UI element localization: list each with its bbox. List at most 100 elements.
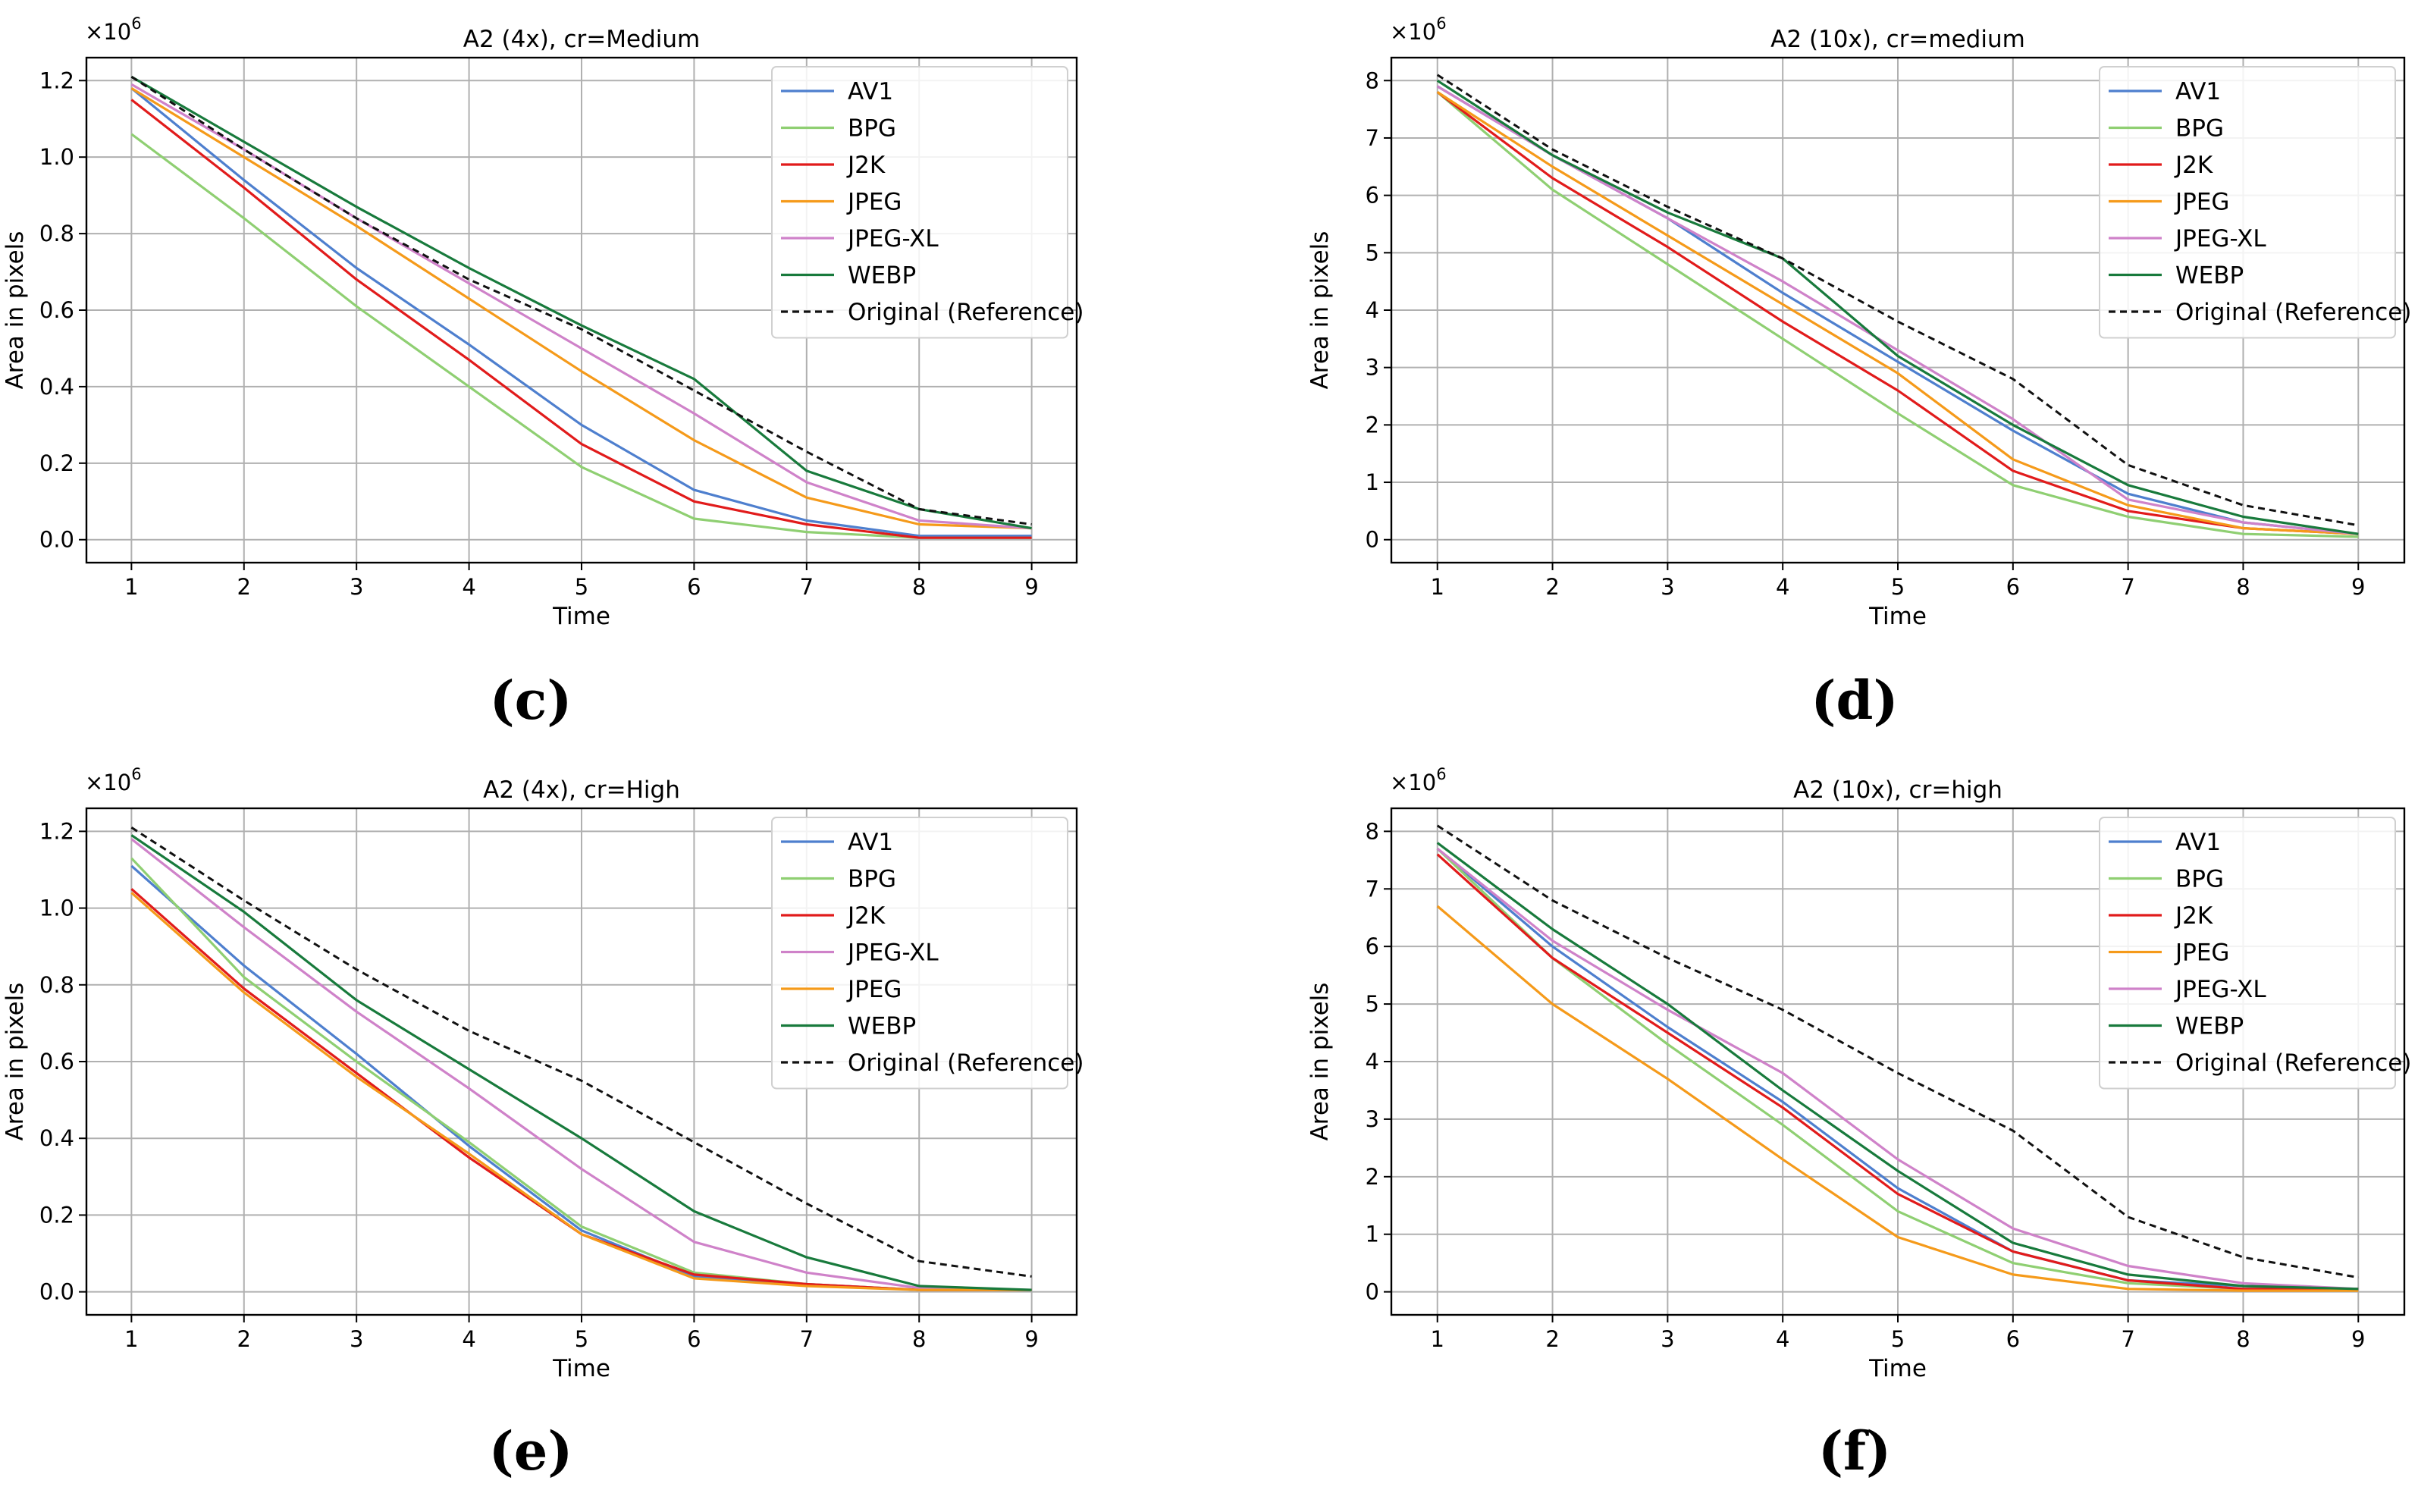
x-tick-label: 5 bbox=[1891, 574, 1905, 600]
x-tick-label: 6 bbox=[687, 1326, 701, 1352]
x-axis-label: Time bbox=[552, 1355, 610, 1382]
y-axis-label: Area in pixels bbox=[2, 983, 29, 1141]
series-line-j2k bbox=[1436, 91, 2359, 535]
legend-entry-label: WEBP bbox=[2175, 1013, 2244, 1040]
legend-entry-label: J2K bbox=[2174, 902, 2213, 930]
y-tick-label: 7 bbox=[1366, 876, 1379, 902]
x-tick-label: 6 bbox=[2006, 1326, 2020, 1352]
series-lines bbox=[130, 827, 1032, 1291]
x-axis-label: Time bbox=[552, 603, 610, 630]
y-multiplier-exponent: 6 bbox=[1436, 14, 1446, 33]
x-tick-label: 1 bbox=[1431, 1326, 1444, 1352]
x-tick-label: 7 bbox=[2121, 574, 2134, 600]
legend-entry-label: WEBP bbox=[848, 1013, 916, 1040]
x-axis: 1 2 3 4 5 6 7 8 9 Time bbox=[124, 1315, 1039, 1382]
x-axis-label: Time bbox=[1868, 603, 1927, 630]
y-tick-label: 6 bbox=[1366, 933, 1379, 959]
x-tick-label: 6 bbox=[2006, 574, 2020, 600]
series-line-original-reference bbox=[1436, 74, 2359, 527]
y-tick-label: 0.0 bbox=[39, 527, 74, 553]
chart-title: A2 (10x), cr=high bbox=[1793, 776, 2002, 804]
series-line-bpg bbox=[1436, 91, 2359, 538]
x-tick-label: 8 bbox=[2236, 1326, 2250, 1352]
y-tick-label: 1.0 bbox=[39, 144, 74, 170]
series-lines bbox=[1436, 824, 2359, 1292]
legend: AV1 BPG J2K JPEG-XL JPEG WEBP Original (Refere… bbox=[771, 817, 1084, 1090]
legend-entry-label: JPEG bbox=[2174, 189, 2229, 216]
legend-entry-label: BPG bbox=[848, 115, 896, 143]
y-axis: 0 1 2 3 4 5 6 7 8 Area in pixels bbox=[1306, 818, 1391, 1305]
y-tick-label: 2 bbox=[1366, 412, 1379, 438]
y-tick-label: 4 bbox=[1366, 297, 1379, 323]
chart-panel-c: 1 2 3 4 5 6 7 8 9 Time 0.0 0.2 0.4 0.6 0.8 1.0 1.2 Area i… bbox=[2, 14, 1084, 732]
y-multiplier-exponent: 6 bbox=[131, 765, 141, 783]
legend-entry-label: Original (Reference) bbox=[2175, 299, 2411, 326]
y-tick-label: 1.2 bbox=[39, 818, 74, 844]
x-tick-label: 7 bbox=[800, 574, 814, 600]
series-lines bbox=[130, 75, 1032, 539]
series-line-jpeg-xl bbox=[130, 83, 1032, 530]
y-tick-label: 0 bbox=[1366, 1279, 1379, 1305]
legend-entry-label: JPEG-XL bbox=[846, 225, 939, 253]
x-tick-label: 9 bbox=[1024, 574, 1038, 600]
legend-entry-label: J2K bbox=[846, 152, 886, 179]
y-tick-label: 4 bbox=[1366, 1049, 1379, 1074]
y-tick-label: 1.0 bbox=[39, 896, 74, 921]
chart-title: A2 (10x), cr=medium bbox=[1770, 26, 2025, 53]
legend-entry-label: JPEG-XL bbox=[846, 940, 939, 967]
y-multiplier-exponent: 6 bbox=[131, 14, 141, 33]
y-multiplier-base: ×10 bbox=[85, 770, 131, 795]
x-tick-label: 8 bbox=[2236, 574, 2250, 600]
legend-box bbox=[2099, 66, 2396, 339]
legend-box bbox=[771, 817, 1068, 1090]
legend: AV1 BPG J2K JPEG JPEG-XL WEBP Original (Refere… bbox=[2099, 817, 2411, 1090]
legend-box bbox=[2099, 817, 2396, 1090]
series-lines bbox=[1436, 74, 2359, 538]
x-tick-label: 5 bbox=[575, 574, 588, 600]
legend-entry-label: BPG bbox=[2175, 866, 2224, 893]
y-axis: 0 1 2 3 4 5 6 7 8 Area in pixels bbox=[1306, 67, 1391, 553]
y-tick-label: 3 bbox=[1366, 355, 1379, 381]
x-tick-label: 7 bbox=[2121, 1326, 2134, 1352]
series-line-webp bbox=[1436, 842, 2359, 1291]
series-line-original-reference bbox=[130, 827, 1032, 1278]
series-line-jpeg bbox=[130, 892, 1032, 1291]
panel-caption: (e) bbox=[489, 1419, 573, 1482]
legend-entry-label: WEBP bbox=[2175, 262, 2244, 290]
x-tick-label: 1 bbox=[1431, 574, 1444, 600]
legend-entry-label: WEBP bbox=[848, 262, 916, 290]
series-line-av1 bbox=[1436, 847, 2359, 1291]
x-tick-label: 2 bbox=[237, 1326, 251, 1352]
legend-entry-label: J2K bbox=[2174, 152, 2213, 179]
series-line-bpg bbox=[130, 133, 1032, 539]
series-line-av1 bbox=[130, 87, 1032, 538]
y-tick-label: 0 bbox=[1366, 527, 1379, 553]
y-tick-label: 5 bbox=[1366, 991, 1379, 1017]
y-multiplier-base: ×10 bbox=[1390, 770, 1436, 795]
y-tick-label: 0.6 bbox=[39, 1049, 74, 1074]
chart-title: A2 (4x), cr=High bbox=[483, 776, 680, 804]
x-tick-label: 5 bbox=[1891, 1326, 1905, 1352]
series-line-j2k bbox=[1436, 853, 2359, 1291]
legend-entry-label: AV1 bbox=[848, 829, 893, 856]
y-multiplier: ×106 bbox=[1390, 14, 1447, 45]
x-tick-label: 8 bbox=[912, 574, 926, 600]
legend-entry-label: JPEG bbox=[2174, 940, 2229, 967]
x-tick-label: 1 bbox=[124, 1326, 138, 1352]
y-axis-label: Area in pixels bbox=[1306, 231, 1334, 390]
y-tick-label: 0.2 bbox=[39, 450, 74, 476]
x-tick-label: 3 bbox=[1661, 574, 1674, 600]
x-tick-label: 7 bbox=[800, 1326, 814, 1352]
y-tick-label: 0.8 bbox=[39, 972, 74, 998]
legend-entry-label: Original (Reference) bbox=[848, 1049, 1084, 1077]
x-axis: 1 2 3 4 5 6 7 8 9 Time bbox=[1431, 1315, 2365, 1382]
series-line-j2k bbox=[130, 99, 1032, 539]
y-tick-label: 0.2 bbox=[39, 1202, 74, 1228]
chart-title: A2 (4x), cr=Medium bbox=[463, 26, 700, 53]
x-axis-label: Time bbox=[1868, 1355, 1927, 1382]
series-line-jpeg bbox=[1436, 91, 2359, 535]
y-tick-label: 5 bbox=[1366, 240, 1379, 265]
legend-entry-label: AV1 bbox=[2175, 78, 2221, 105]
